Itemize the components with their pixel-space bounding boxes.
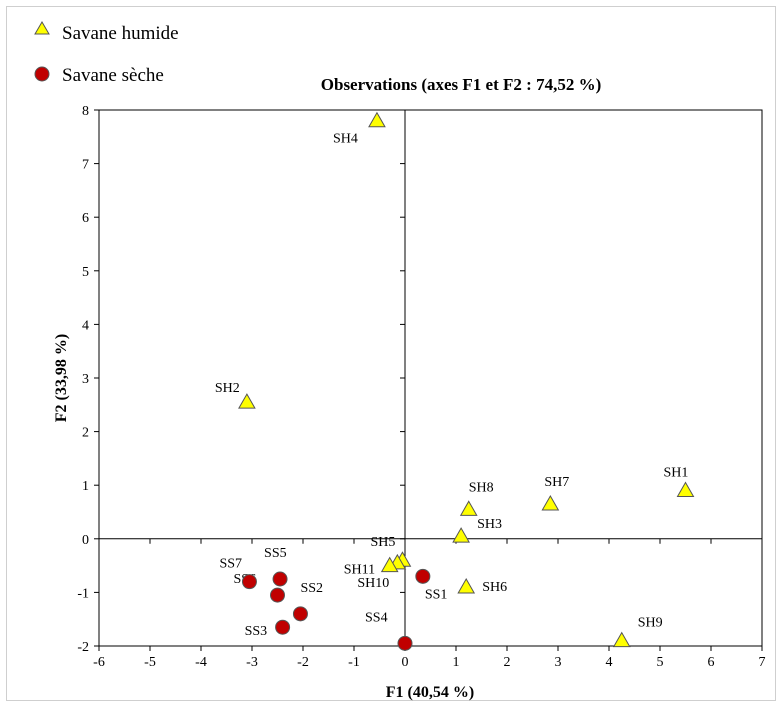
x-tick-label: 6 [708, 655, 715, 670]
point-label-ss4: SS4 [365, 610, 388, 625]
point-sh3 [452, 527, 470, 543]
point-sh7 [541, 494, 560, 511]
legend: Savane humide Savane sèche [34, 21, 179, 86]
point-sh1 [676, 481, 695, 498]
x-tick-label: -1 [348, 655, 360, 670]
point-sh6 [457, 578, 476, 594]
point-ss1 [415, 568, 431, 584]
point-label-ss1: SS1 [425, 587, 448, 602]
axes: -6 -5 -4 -3 -2 -1 0 1 2 3 4 5 6 7 -2 -1 0 1 2 3 4 5 6 7 8 [77, 104, 765, 670]
point-ss6 [270, 587, 285, 603]
y-tick-label: 3 [82, 372, 89, 387]
point-label-sh4: SH4 [333, 132, 358, 147]
legend-label-savane-humide: Savane humide [62, 23, 179, 44]
y-tick-label: 5 [82, 265, 89, 280]
point-sh11 [380, 556, 399, 573]
chart-frame [6, 6, 776, 701]
point-label-ss7: SS7 [219, 557, 242, 572]
y-tick-label: 6 [82, 211, 89, 226]
legend-item-savane-seche: Savane sèche [34, 65, 164, 86]
point-label-ss3: SS3 [245, 624, 268, 639]
point-sh9 [612, 631, 631, 648]
point-label-ss5: SS5 [264, 546, 287, 561]
point-label-sh6: SH6 [482, 580, 507, 595]
x-tick-label: -5 [144, 655, 156, 670]
x-tick-label: -2 [297, 655, 309, 670]
legend-circle-marker [34, 66, 50, 82]
y-tick-label: 7 [82, 158, 89, 173]
point-sh2 [238, 393, 256, 409]
x-tick-label: 5 [657, 655, 664, 670]
x-tick-label: -3 [246, 655, 258, 670]
point-label-sh8: SH8 [469, 480, 494, 495]
point-ss7 [241, 574, 257, 590]
point-label-sh10: SH10 [357, 576, 389, 591]
point-label-sh5: SH5 [370, 535, 395, 550]
y-tick-label: 1 [82, 479, 89, 494]
point-sh4 [368, 111, 386, 128]
point-ss4 [397, 635, 413, 651]
x-tick-label: 3 [555, 655, 562, 670]
point-ss2 [292, 606, 308, 622]
point-label-sh3: SH3 [477, 517, 502, 532]
point-label-sh11: SH11 [344, 563, 375, 578]
y-tick-label: 2 [82, 426, 89, 441]
legend-label-savane-seche: Savane sèche [62, 65, 164, 86]
x-tick-label: 0 [402, 655, 409, 670]
point-label-sh1: SH1 [664, 466, 689, 481]
x-tick-label: 4 [606, 655, 613, 670]
chart-title: Observations (axes F1 et F2 : 74,52 %) [321, 75, 601, 94]
point-label-ss2: SS2 [300, 581, 323, 596]
x-tick-label: 1 [453, 655, 460, 670]
point-label-sh9: SH9 [638, 616, 663, 631]
legend-item-savane-humide: Savane humide [34, 21, 179, 44]
plot-area-border [98, 109, 763, 647]
y-tick-label: 0 [82, 533, 89, 548]
y-tick-label: -1 [77, 586, 89, 601]
point-ss3 [275, 619, 291, 635]
y-tick-label: 8 [82, 104, 89, 119]
x-tick-label: -6 [93, 655, 105, 670]
point-ss5 [272, 571, 288, 587]
y-axis-title: F2 (33,98 %) [53, 334, 70, 422]
point-sh8 [459, 500, 478, 516]
point-label-sh2: SH2 [215, 381, 240, 396]
y-tick-label: -2 [77, 640, 89, 655]
point-label-sh7: SH7 [544, 475, 569, 490]
y-tick-label: 4 [82, 318, 89, 333]
x-tick-label: -4 [195, 655, 207, 670]
x-axis-title: F1 (40,54 %) [386, 684, 474, 701]
x-tick-label: 7 [759, 655, 766, 670]
x-tick-label: 2 [504, 655, 511, 670]
legend-triangle-marker [34, 21, 50, 35]
